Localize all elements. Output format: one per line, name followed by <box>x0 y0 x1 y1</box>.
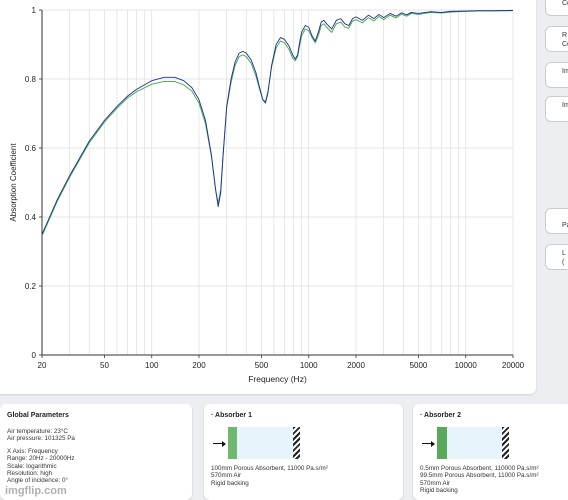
x-tick-label: 1000 <box>300 361 318 370</box>
air-gap-layer <box>447 427 502 459</box>
absorber-1-title: · Absorber 1 <box>211 412 252 419</box>
global-parameters-title: Global Parameters <box>7 412 69 419</box>
side-button-5[interactable]: Pa <box>545 208 568 234</box>
angle-setting: Angle of incidence: 0° <box>7 477 68 485</box>
y-axis-label: Absorption Coefficient <box>9 143 18 222</box>
porous-layer <box>228 427 237 459</box>
side-button-3[interactable]: Im <box>545 62 568 88</box>
air-temperature: Air temperature: 23°C <box>7 428 68 435</box>
side-button-2[interactable]: R Co <box>545 26 568 52</box>
porous-layer <box>437 427 447 459</box>
series-line-1 <box>41 9 514 235</box>
x-tick-label: 2000 <box>347 361 365 370</box>
rigid-backing-layer <box>502 427 509 459</box>
y-tick-label: 0.8 <box>25 75 37 84</box>
absorber-1-diagram <box>211 427 396 459</box>
y-tick-label: 0 <box>32 351 37 360</box>
absorber-2-layer-3: 570mm Air <box>420 479 451 487</box>
absorber-2-backing: Rigid backing <box>420 487 458 495</box>
scale-setting: Scale: logarithmic <box>7 462 57 470</box>
x-axis-setting: X Axis: Frequency <box>7 447 58 455</box>
y-tick-label: 1 <box>32 6 37 15</box>
x-tick-label: 100 <box>145 361 159 370</box>
arrow-head-icon <box>222 440 226 447</box>
x-tick-label: 10000 <box>455 361 478 370</box>
absorber-2-diagram <box>420 427 561 459</box>
global-parameters-card[interactable]: Global Parameters Air temperature: 23°C … <box>0 404 192 500</box>
incident-arrow-icon <box>213 443 223 444</box>
incident-arrow-icon <box>422 443 432 444</box>
absorber-2-layer-2: 99.5mm Porous Absorbent, 11000 Pa.s/m² <box>420 472 539 480</box>
absorber-1-card[interactable]: · Absorber 1 100mm Porous Absorbent, 110… <box>204 404 403 500</box>
x-tick-label: 200 <box>192 361 206 370</box>
rigid-backing-layer <box>293 427 300 459</box>
air-pressure: Air pressure: 101325 Pa <box>7 435 75 443</box>
series-line-2 <box>41 10 514 237</box>
absorber-2-title: · Absorber 2 <box>420 412 461 419</box>
x-tick-label: 5000 <box>410 361 428 370</box>
absorber-1-layer-1: 100mm Porous Absorbent, 11000 Pa.s/m² <box>211 465 328 472</box>
side-button-4[interactable]: Im <box>545 96 568 122</box>
y-tick-label: 0.2 <box>25 282 37 291</box>
range-setting: Range: 20Hz - 20000Hz <box>7 455 75 463</box>
x-tick-label: 20000 <box>502 361 525 370</box>
watermark-text: imgflip.com <box>5 485 67 497</box>
y-tick-label: 0.6 <box>25 144 37 153</box>
x-tick-label: 20 <box>38 361 47 370</box>
plot-panel: 20 50 100 200 500 1000 2000 5000 10000 20000 0 0.2 0… <box>0 0 536 394</box>
absorber-2-card[interactable]: · Absorber 2 0.5mm Porous Absorbent, 110… <box>413 404 568 500</box>
side-button-1[interactable]: Co <box>545 0 568 16</box>
side-button-6[interactable]: L ( <box>545 244 568 270</box>
absorber-1-layer-2: 570mm Air <box>211 472 242 480</box>
absorber-1-backing: Rigid backing <box>211 479 249 487</box>
x-tick-label: 500 <box>255 361 269 370</box>
absorption-chart: 20 50 100 200 500 1000 2000 5000 10000 20000 0 0.2 0… <box>9 6 525 384</box>
x-axis-label: Frequency (Hz) <box>248 374 307 384</box>
arrow-head-icon <box>431 440 435 447</box>
absorber-2-layer-1: 0.5mm Porous Absorbent, 110000 Pa.s/m² <box>420 465 539 472</box>
resolution-setting: Resolution: high <box>7 470 53 478</box>
x-tick-label: 50 <box>100 361 109 370</box>
air-gap-layer <box>237 427 293 459</box>
y-tick-label: 0.4 <box>25 213 37 222</box>
